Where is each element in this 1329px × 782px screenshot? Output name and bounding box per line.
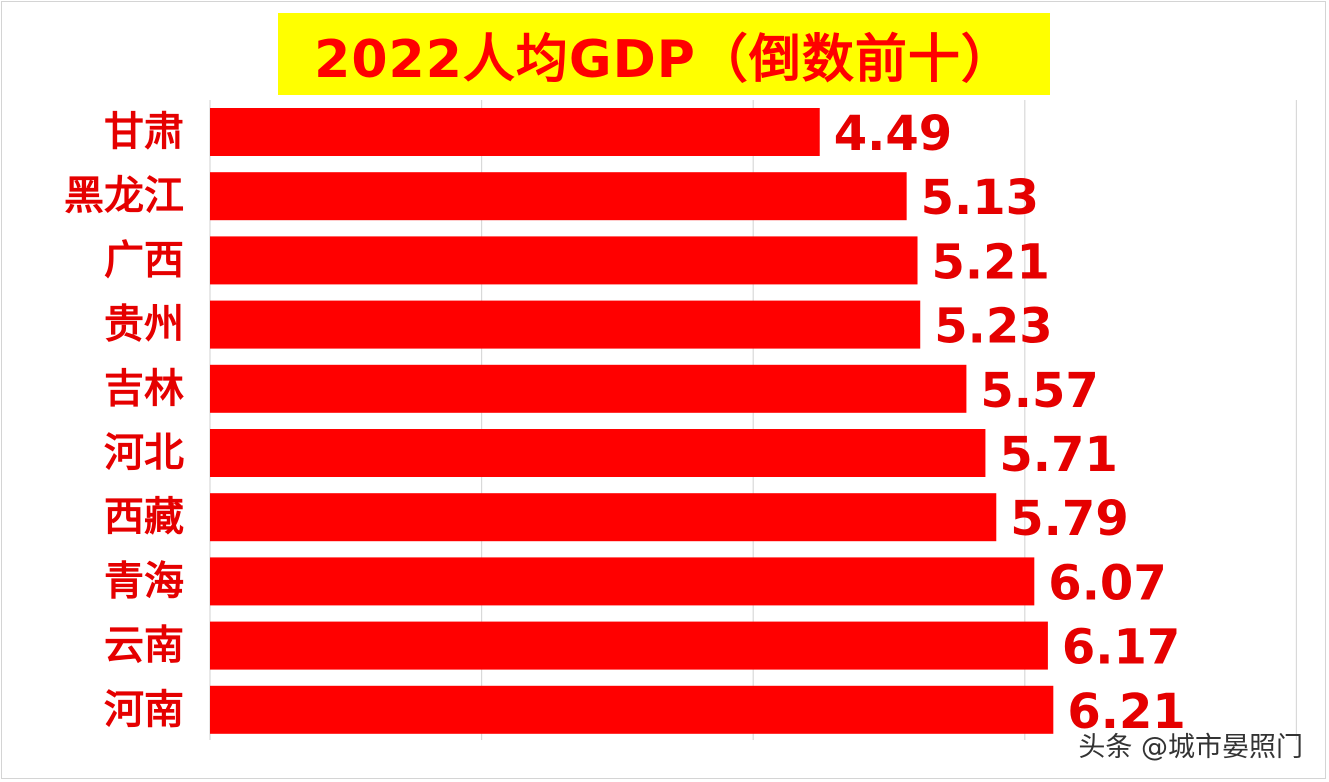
bar-6 [210,493,997,542]
bar-4 [210,364,967,413]
category-label-2: 广西 [104,237,184,283]
category-label-9: 河南 [104,687,184,733]
bar-1 [210,172,907,221]
category-label-6: 西藏 [104,494,184,540]
bar-7 [210,557,1035,606]
value-label-1: 5.13 [921,170,1039,226]
value-label-6: 5.79 [1010,491,1128,547]
watermark: 头条 @城市晏照门 [1078,732,1303,763]
category-label-0: 甘肃 [104,109,184,155]
value-label-0: 4.49 [834,106,952,162]
category-label-3: 贵州 [104,302,184,348]
chart-title-box: 2022人均GDP（倒数前十） [278,13,1050,95]
bars [210,108,1054,734]
bar-5 [210,429,986,477]
value-label-3: 5.23 [934,299,1052,355]
value-label-8: 6.17 [1062,620,1180,676]
value-label-4: 5.57 [980,363,1098,419]
labels: 甘肃 4.49 黑龙江 5.13 广西 5.21 贵州 5.23 吉林 5.57 河北 5.71 西藏 5… [64,106,1186,740]
value-label-9: 6.21 [1067,684,1185,740]
bar-2 [210,236,918,285]
bar-9 [210,685,1054,734]
value-label-2: 5.21 [932,234,1050,290]
category-label-7: 青海 [104,558,184,604]
bar-8 [210,621,1048,670]
category-label-8: 云南 [104,623,184,669]
category-label-4: 吉林 [104,366,184,412]
bar-0 [210,108,820,156]
chart-title: 2022人均GDP（倒数前十） [314,29,1014,90]
category-label-1: 黑龙江 [64,173,184,219]
category-label-5: 河北 [104,430,184,476]
value-label-5: 5.71 [999,427,1117,483]
bar-3 [210,300,921,349]
value-label-7: 6.07 [1048,555,1166,611]
